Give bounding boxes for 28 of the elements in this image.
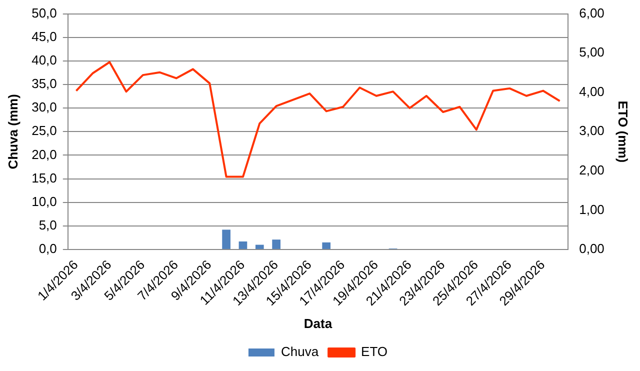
y2-tick-label: 4,00 (579, 84, 604, 99)
y2-tick-label: 5,00 (579, 44, 604, 60)
y-tick-label: 20,0 (32, 146, 57, 162)
y-tick-label: 0,0 (38, 241, 57, 256)
y2-axis-title: ETO (mm) (616, 100, 631, 163)
bar (222, 230, 230, 249)
y-tick-label: 50,0 (32, 5, 57, 20)
y-tick-label: 35,0 (32, 76, 57, 92)
y-tick-label: 15,0 (32, 170, 57, 186)
bar (238, 241, 248, 249)
y2-tick-label: 6,00 (579, 5, 604, 20)
y-tick-label: 45,0 (32, 28, 57, 44)
y2-tick-label: 2,00 (579, 162, 604, 178)
bar (255, 244, 264, 249)
y-tick-label: 5,0 (38, 217, 57, 232)
y-axis-title: Chuva (mm) (5, 94, 20, 170)
y2-tick-label: 1,00 (579, 202, 604, 217)
y2-tick-label: 0,00 (579, 241, 604, 256)
y-tick-label: 30,0 (32, 100, 57, 115)
y-tick-label: 10,0 (32, 194, 57, 209)
y-tick-label: 25,0 (32, 123, 57, 138)
bar (322, 242, 331, 249)
legend-label: Chuva (280, 344, 320, 360)
y2-tick-label: 3,00 (579, 123, 604, 138)
y-tick-label: 40,0 (32, 52, 57, 68)
bar (272, 240, 280, 249)
legend-label: ETO (361, 344, 388, 360)
x-axis-title: Data (304, 316, 333, 331)
